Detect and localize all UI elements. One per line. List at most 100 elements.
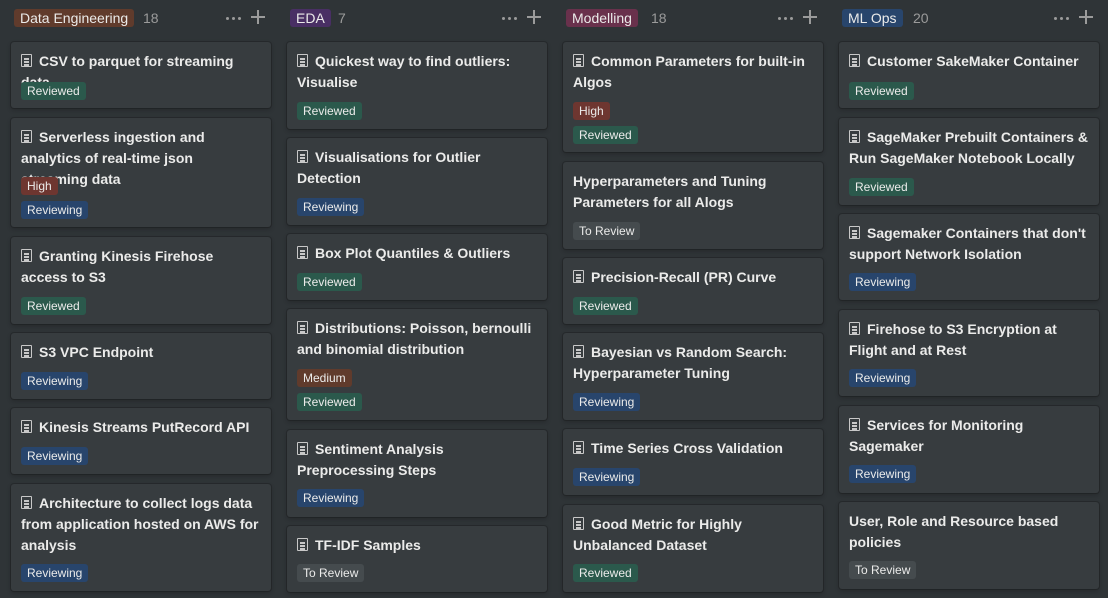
status-tag: Reviewed — [573, 564, 638, 582]
more-icon[interactable] — [501, 8, 519, 28]
page-icon — [573, 441, 584, 454]
more-icon[interactable] — [777, 8, 795, 28]
column-count: 20 — [913, 10, 929, 26]
card[interactable]: Time Series Cross Validation Reviewing — [563, 429, 823, 495]
page-icon — [297, 246, 308, 259]
status-tag: Reviewed — [297, 393, 362, 411]
status-tag: Reviewed — [297, 273, 362, 291]
priority-tag: High — [573, 102, 610, 120]
plus-icon[interactable] — [251, 10, 265, 24]
card-title: Box Plot Quantiles & Outliers — [315, 245, 511, 261]
card-title: Architecture to collect logs data from a… — [21, 495, 259, 553]
card-title: Sagemaker Containers that don't support … — [849, 225, 1086, 262]
priority-tag: High — [21, 177, 58, 195]
page-icon — [297, 442, 308, 455]
card[interactable]: S3 VPC Endpoint Reviewing — [11, 333, 271, 399]
column-header: ML Ops 20 — [839, 8, 1099, 30]
card[interactable]: Precision-Recall (PR) Curve Reviewed — [563, 258, 823, 324]
card-title: Customer SakeMaker Container — [867, 53, 1079, 69]
page-icon — [21, 54, 32, 67]
page-icon — [297, 54, 308, 67]
card-title: Time Series Cross Validation — [591, 440, 783, 456]
card[interactable]: Granting Kinesis Firehose access to S3 R… — [11, 237, 271, 324]
card-title: Quickest way to find outliers: Visualise — [297, 53, 511, 90]
page-icon — [297, 538, 308, 551]
card-title: Distributions: Poisson, bernoulli and bi… — [297, 320, 532, 357]
status-tag: To Review — [297, 564, 365, 582]
card[interactable]: Good Metric for Highly Unbalanced Datase… — [563, 505, 823, 592]
column-count: 18 — [143, 10, 159, 26]
card-title: Bayesian vs Random Search: Hyperparamete… — [573, 344, 788, 381]
card[interactable]: Hyperparameters and Tuning Parameters fo… — [563, 162, 823, 249]
card[interactable]: Distributions: Poisson, bernoulli and bi… — [287, 309, 547, 420]
card-title: Common Parameters for built-in Algos — [573, 53, 805, 90]
page-icon — [849, 130, 860, 143]
status-tag: Reviewing — [849, 273, 917, 291]
page-icon — [849, 322, 860, 335]
column-title[interactable]: ML Ops — [842, 9, 903, 27]
card[interactable]: Serverless ingestion and analytics of re… — [11, 118, 271, 227]
column-title[interactable]: Data Engineering — [14, 9, 135, 27]
card[interactable]: Firehose to S3 Encryption at Flight and … — [839, 310, 1099, 396]
card-title: Firehose to S3 Encryption at Flight and … — [849, 321, 1057, 358]
card[interactable]: Sentiment Analysis Preprocessing Steps R… — [287, 430, 547, 517]
status-tag: Reviewing — [573, 393, 641, 411]
column-title[interactable]: Modelling — [566, 9, 638, 27]
card[interactable]: TF-IDF Samples To Review — [287, 526, 547, 592]
card-title: Granting Kinesis Firehose access to S3 — [21, 248, 214, 285]
page-icon — [849, 226, 860, 239]
plus-icon[interactable] — [803, 10, 817, 24]
card[interactable]: CSV to parquet for streaming data Review… — [11, 42, 271, 108]
column-title[interactable]: EDA — [290, 9, 331, 27]
card[interactable]: Kinesis Streams PutRecord API Reviewing — [11, 408, 271, 474]
plus-icon[interactable] — [527, 10, 541, 24]
card[interactable]: Quickest way to find outliers: Visualise… — [287, 42, 547, 129]
card[interactable]: Sagemaker Containers that don't support … — [839, 214, 1099, 300]
page-icon — [21, 496, 32, 509]
status-tag: Reviewing — [849, 465, 917, 483]
card-title: Visualisations for Outlier Detection — [297, 149, 481, 186]
more-icon[interactable] — [225, 8, 243, 28]
page-icon — [849, 54, 860, 67]
status-tag: To Review — [573, 222, 641, 240]
card[interactable]: Visualisations for Outlier Detection Rev… — [287, 138, 547, 225]
page-icon — [573, 345, 584, 358]
card-title: TF-IDF Samples — [315, 537, 421, 553]
column-count: 18 — [651, 10, 667, 26]
card[interactable]: Services for Monitoring Sagemaker Review… — [839, 406, 1099, 493]
plus-icon[interactable] — [1079, 10, 1093, 24]
status-tag: Reviewing — [21, 447, 89, 465]
more-icon[interactable] — [1053, 8, 1071, 28]
page-icon — [297, 150, 308, 163]
column-count: 7 — [338, 10, 346, 26]
card-title: SageMaker Prebuilt Containers & Run Sage… — [849, 129, 1088, 166]
card[interactable]: Customer SakeMaker Container Reviewed — [839, 42, 1099, 108]
status-tag: Reviewing — [21, 564, 89, 582]
card[interactable]: Bayesian vs Random Search: Hyperparamete… — [563, 333, 823, 420]
column-ml-ops: ML Ops 20 Customer SakeMaker Container R… — [839, 0, 1099, 598]
status-tag: Reviewed — [573, 126, 638, 144]
status-tag: To Review — [849, 561, 917, 579]
status-tag: Reviewed — [573, 297, 638, 315]
card[interactable]: Box Plot Quantiles & Outliers Reviewed — [287, 234, 547, 300]
page-icon — [849, 418, 860, 431]
status-tag: Reviewed — [849, 82, 914, 100]
card[interactable]: User, Role and Resource based policies T… — [839, 502, 1099, 589]
card[interactable]: SageMaker Prebuilt Containers & Run Sage… — [839, 118, 1099, 205]
status-tag: Reviewed — [21, 82, 86, 100]
column-header: Data Engineering 18 — [11, 8, 271, 30]
column-eda: EDA 7 Quickest way to find outliers: Vis… — [287, 0, 547, 598]
status-tag: Reviewing — [573, 468, 641, 486]
page-icon — [297, 321, 308, 334]
card-title: Services for Monitoring Sagemaker — [849, 417, 1024, 454]
card-title: Kinesis Streams PutRecord API — [39, 419, 250, 435]
status-tag: Reviewing — [21, 372, 89, 390]
card[interactable]: Common Parameters for built-in Algos Hig… — [563, 42, 823, 152]
status-tag: Reviewed — [297, 102, 362, 120]
card-title: Precision-Recall (PR) Curve — [591, 269, 777, 285]
priority-tag: Medium — [297, 369, 352, 387]
card-title: Good Metric for Highly Unbalanced Datase… — [573, 516, 742, 553]
card[interactable]: Architecture to collect logs data from a… — [11, 484, 271, 591]
page-icon — [573, 517, 584, 530]
